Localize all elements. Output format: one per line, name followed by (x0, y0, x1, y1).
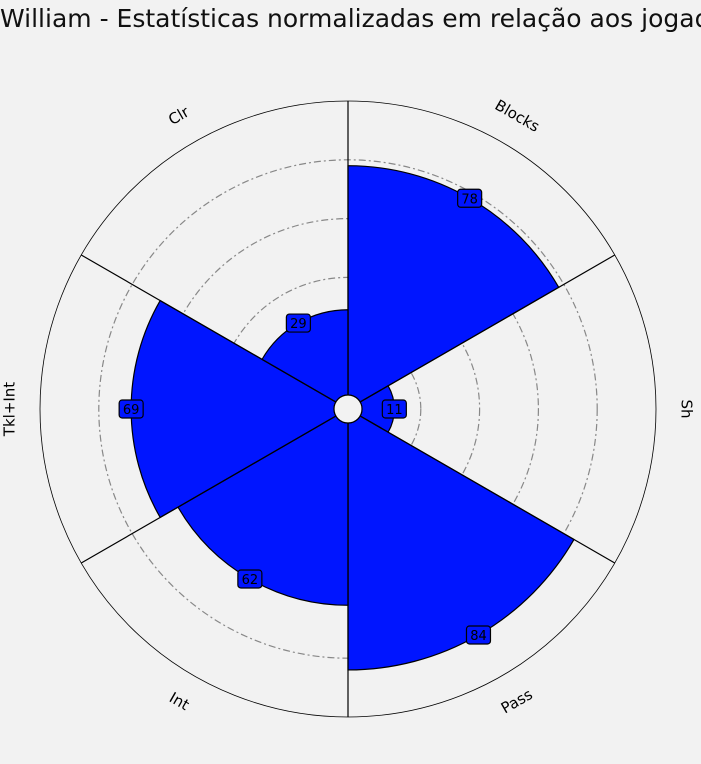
category-label-clr: Clr (165, 102, 193, 128)
category-label-tkl-int: Tkl+Int (1, 382, 19, 438)
chart-spokes (80, 101, 616, 717)
svg-text:78: 78 (461, 192, 478, 207)
category-label-sh: Sh (678, 399, 696, 418)
value-label-blocks: 78 (457, 188, 483, 208)
spoke-2 (359, 415, 616, 564)
svg-text:11: 11 (386, 403, 403, 418)
spoke-4 (80, 415, 337, 564)
value-label-clr: 29 (285, 313, 311, 333)
category-label-blocks: Blocks (492, 96, 543, 136)
category-label-pass: Pass (498, 685, 536, 717)
value-label-pass: 84 (465, 625, 492, 645)
value-label-int: 62 (237, 569, 263, 589)
chart-title: William - Estatísticas normalizadas em r… (0, 4, 701, 33)
chart-value-labels: 78 11 84 62 69 29 (118, 188, 492, 645)
center-hole (333, 394, 363, 424)
svg-text:69: 69 (123, 403, 140, 418)
svg-text:29: 29 (290, 317, 307, 332)
category-label-int: Int (166, 689, 192, 715)
svg-text:84: 84 (470, 629, 487, 644)
value-label-sh: 11 (381, 399, 407, 419)
spoke-5 (80, 254, 337, 403)
spoke-1 (359, 254, 616, 403)
value-label-tkl-int: 69 (118, 399, 144, 419)
svg-text:62: 62 (242, 573, 259, 588)
